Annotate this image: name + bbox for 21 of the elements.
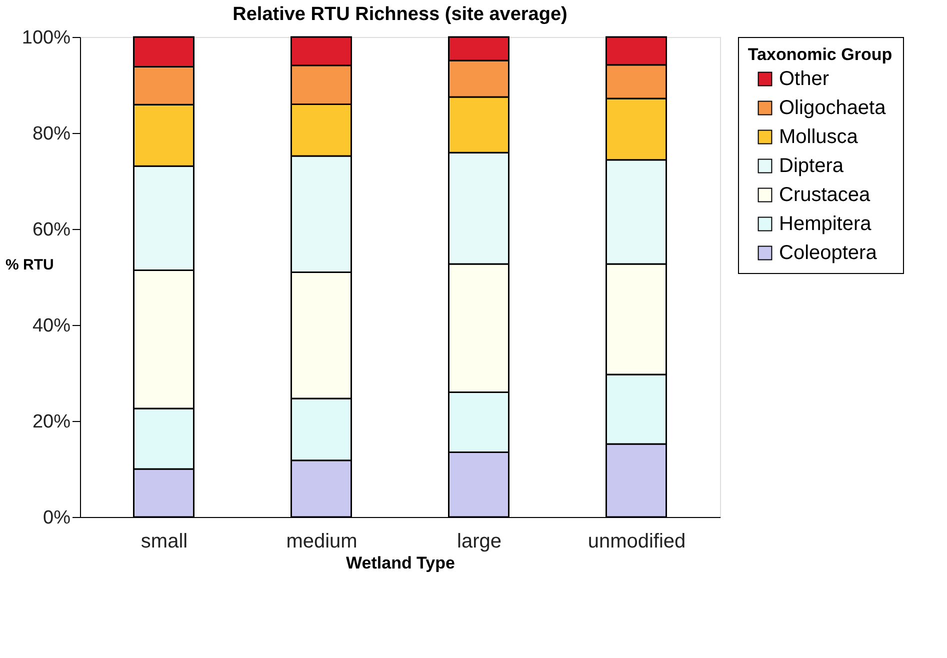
y-axis-title: % RTU bbox=[6, 256, 54, 274]
x-tick-label: unmodified bbox=[588, 530, 686, 552]
legend-label: Coleoptera bbox=[779, 242, 878, 264]
y-tick-label: 40% bbox=[32, 316, 71, 336]
legend-label: Mollusca bbox=[779, 126, 859, 148]
x-tick-label: large bbox=[457, 530, 502, 552]
y-tick-label: 100% bbox=[22, 28, 71, 48]
legend-label: Hempitera bbox=[779, 213, 872, 235]
y-tick-label: 0% bbox=[43, 508, 71, 528]
y-tick-label: 20% bbox=[32, 412, 71, 432]
legend-title: Taxonomic Group bbox=[748, 45, 892, 64]
chart-title: Relative RTU Richness (site average) bbox=[232, 4, 568, 25]
legend-label: Diptera bbox=[779, 155, 844, 177]
legend-label: Other bbox=[779, 68, 830, 90]
x-tick-label: small bbox=[140, 530, 188, 552]
x-tick-label: medium bbox=[286, 530, 358, 552]
legend-label: Crustacea bbox=[779, 184, 872, 206]
legend-label: Oligochaeta bbox=[779, 97, 887, 119]
y-tick-label: 80% bbox=[32, 124, 71, 144]
y-tick-label: 60% bbox=[32, 220, 71, 240]
x-axis-title: Wetland Type bbox=[346, 554, 455, 572]
